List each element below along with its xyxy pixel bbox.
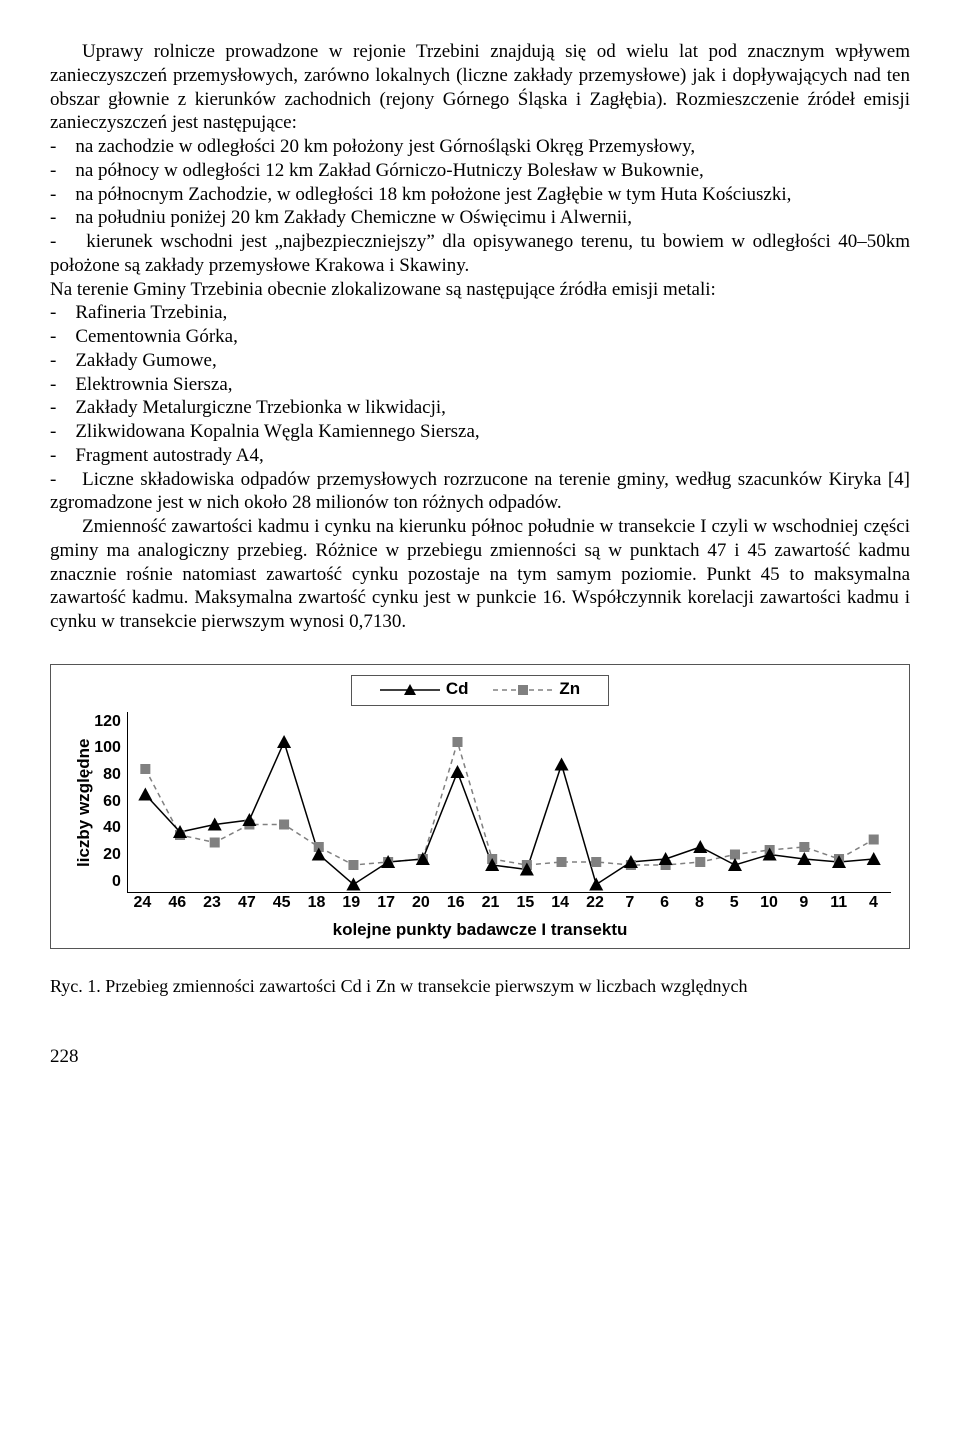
chart-xticks: 24462347451819172016211514227685109114	[125, 893, 891, 913]
legend-zn: Zn	[493, 678, 580, 699]
list-item: - Zlikwidowana Kopalnia Węgla Kamiennego…	[50, 420, 910, 444]
list-item: - na południu poniżej 20 km Zakłady Chem…	[50, 206, 910, 230]
legend-zn-label: Zn	[559, 678, 580, 699]
list-item: - Zakłady Gumowe,	[50, 349, 910, 373]
paragraph-analysis: Zmienność zawartości kadmu i cynku na ki…	[50, 515, 910, 634]
list-item: - Elektrownia Siersza,	[50, 373, 910, 397]
chart-legend: Cd Zn	[69, 675, 891, 706]
list-item: - kierunek wschodni jest „najbezpiecznie…	[50, 230, 910, 278]
list-item: - na północnym Zachodzie, w odległości 1…	[50, 183, 910, 207]
legend-cd-label: Cd	[446, 678, 469, 699]
chart-plot-area	[127, 712, 891, 893]
bullet-list-sources: - na zachodzie w odległości 20 km położo…	[50, 135, 910, 278]
figure-caption: Ryc. 1. Przebieg zmienności zawartości C…	[50, 975, 910, 998]
page-number: 228	[50, 1045, 910, 1069]
paragraph-intro: Uprawy rolnicze prowadzone w rejonie Trz…	[50, 40, 910, 135]
legend-cd: Cd	[380, 678, 469, 699]
list-item: - Zakłady Metalurgiczne Trzebionka w lik…	[50, 396, 910, 420]
chart-ylabel: liczby względne	[69, 712, 94, 893]
chart-yticks: 120100806040200	[94, 712, 127, 892]
chart-container: Cd Zn liczby względne 120100806040200 24…	[50, 664, 910, 949]
list-item: - Liczne składowiska odpadów przemysłowy…	[50, 468, 910, 516]
list-item: - Fragment autostrady A4,	[50, 444, 910, 468]
list-item: - Cementownia Górka,	[50, 325, 910, 349]
list-item: - na zachodzie w odległości 20 km położo…	[50, 135, 910, 159]
bullet-list-facilities: - Rafineria Trzebinia,- Cementownia Górk…	[50, 301, 910, 515]
paragraph-sources-intro: Na terenie Gminy Trzebinia obecnie zloka…	[50, 278, 910, 302]
list-item: - na północy w odległości 12 km Zakład G…	[50, 159, 910, 183]
list-item: - Rafineria Trzebinia,	[50, 301, 910, 325]
chart-xlabel: kolejne punkty badawcze I transektu	[69, 919, 891, 940]
